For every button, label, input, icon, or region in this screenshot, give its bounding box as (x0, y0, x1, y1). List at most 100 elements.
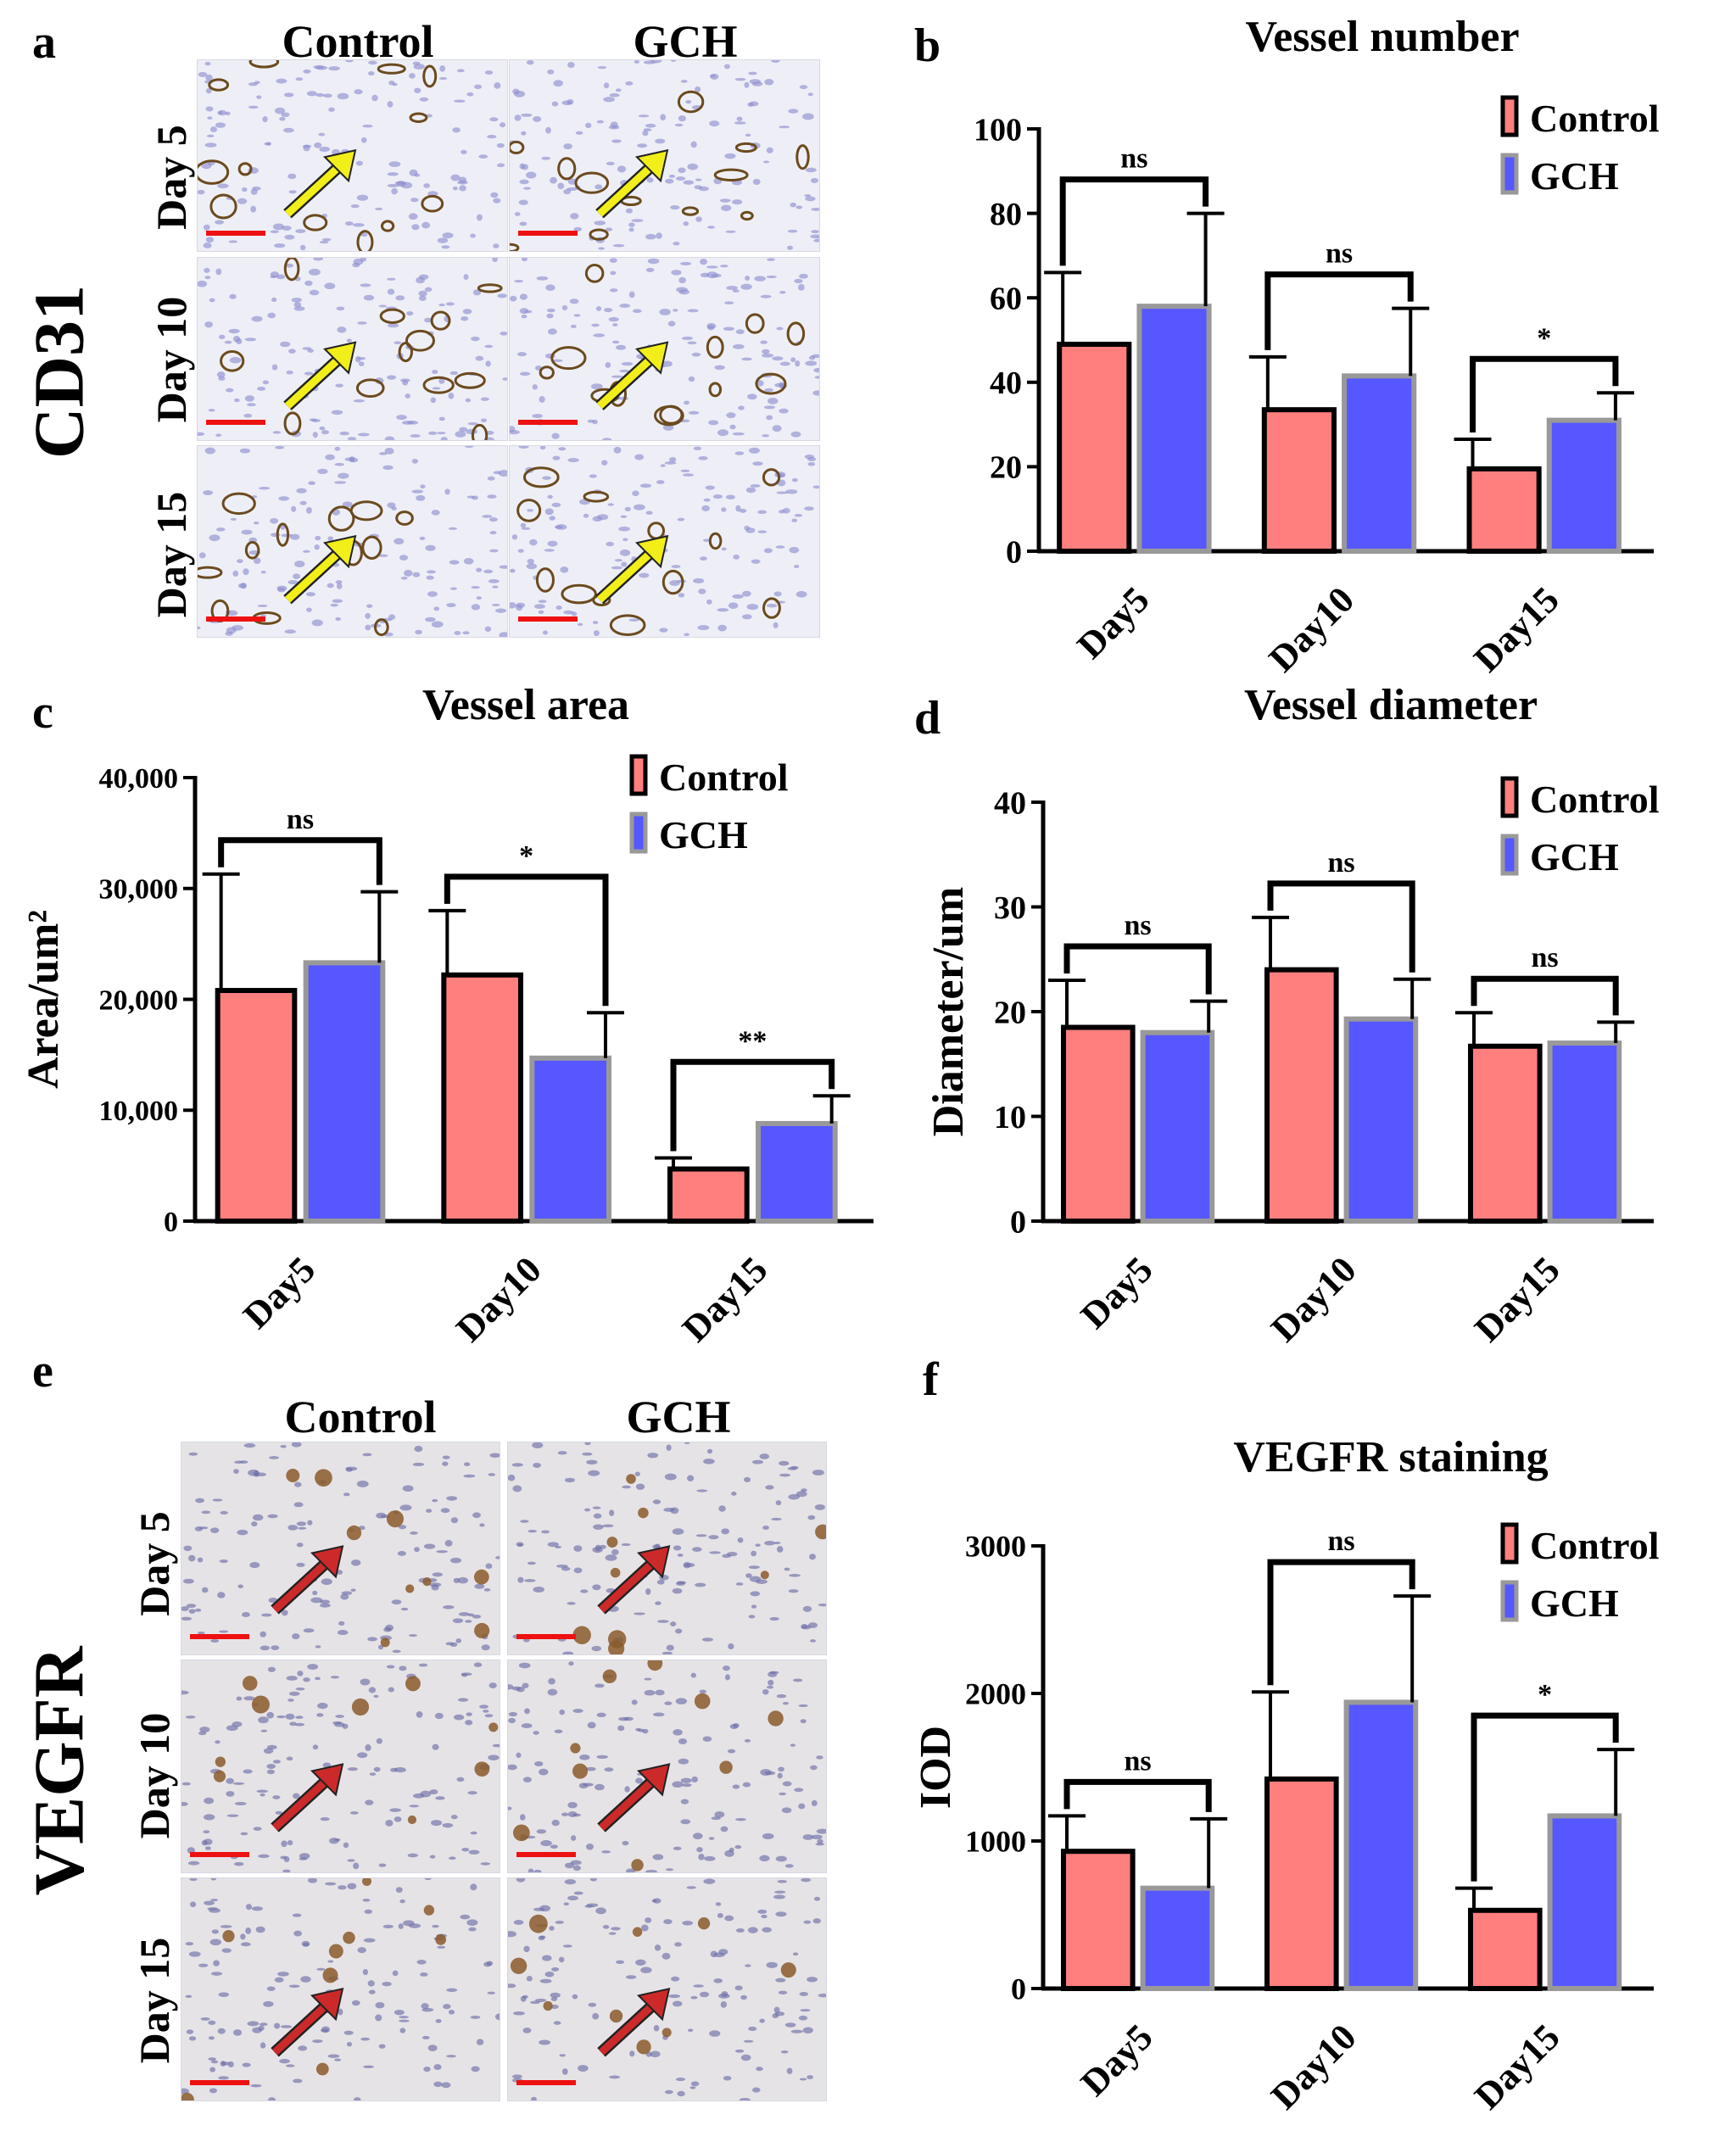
y-tick-label: 3000 (965, 1530, 1026, 1564)
bar-control-day10 (1261, 407, 1337, 555)
y-tick-label: 10 (994, 1100, 1026, 1135)
significance-label: ns (1328, 847, 1355, 879)
significance-label: * (1537, 322, 1551, 354)
significance-bracket (670, 1058, 835, 1152)
legend-label-control: Control (659, 756, 789, 799)
significance-bracket (1264, 271, 1414, 350)
significance-bracket (1267, 1559, 1415, 1686)
bar-control-day5 (1057, 341, 1132, 555)
pointer-arrow-icon (271, 1763, 344, 1833)
bar-gch-day10 (1343, 1016, 1419, 1224)
legend-swatch-gch (1500, 153, 1519, 195)
y-tick-label: 0 (1011, 1972, 1026, 2006)
significance-label: ns (1120, 143, 1147, 175)
panel-label-c: c (32, 686, 53, 739)
bar-gch-day10 (529, 1055, 611, 1224)
pointer-arrow-icon (597, 1763, 671, 1833)
bar-gch-day5 (1140, 1885, 1215, 1991)
cd31-micrograph-gch-0 (509, 59, 820, 252)
scale-bar (190, 1634, 249, 1639)
vegfr-micrograph-control-2 (181, 1877, 500, 2101)
pointer-arrow-icon (595, 148, 669, 219)
cd31-micrograph-gch-2 (509, 445, 820, 638)
bar-gch-day15 (1547, 1040, 1622, 1224)
vegfr-micrograph-control-1 (181, 1660, 500, 1873)
significance-bracket (1471, 1712, 1619, 1882)
panel-label-d: d (914, 692, 941, 745)
x-tick-label: Day10 (1263, 2016, 1364, 2117)
bar-control-day5 (215, 988, 298, 1224)
y-tick-label: 1000 (965, 1825, 1026, 1859)
bar-control-day15 (667, 1166, 750, 1224)
panel-label-e: e (32, 1345, 53, 1397)
y-tick-label: 80 (990, 197, 1022, 232)
pointer-arrow-icon (597, 1545, 671, 1615)
vessel-area-chart: Vessel area Area/um² 0 10,000 20,000 30,000 40… (20, 681, 874, 1350)
bar-control-day15 (1468, 1043, 1543, 1224)
y-axis-label: IOD (912, 1726, 960, 1809)
legend-label-gch: GCH (1530, 1582, 1619, 1625)
bar-gch-day10 (1342, 373, 1417, 554)
legend-label-gch: GCH (1530, 835, 1619, 879)
significance-bracket (1059, 176, 1209, 266)
panel-a-column-control: Control (282, 16, 434, 67)
y-tick-label: 20 (994, 995, 1026, 1030)
y-tick-label: 30,000 (99, 874, 179, 906)
significance-bracket (1063, 1778, 1212, 1812)
y-tick-label: 40 (994, 785, 1026, 821)
scale-bar (190, 1852, 249, 1857)
y-tick-label: 60 (990, 282, 1022, 317)
legend-swatch-gch (629, 812, 648, 854)
significance-label: * (1538, 1679, 1552, 1710)
bar-control-day10 (1264, 967, 1339, 1224)
significance-bracket (444, 873, 609, 1007)
cd31-micrograph-control-1 (197, 257, 508, 441)
pointer-arrow-icon (283, 148, 357, 219)
scale-bar (516, 2080, 576, 2085)
legend-swatch-gch (1500, 834, 1519, 876)
significance-label: ** (738, 1025, 767, 1057)
y-tick-label: 30 (994, 890, 1026, 926)
scale-bar (206, 231, 265, 236)
vegfr-micrograph-gch-0 (507, 1442, 827, 1655)
bar-control-day5 (1061, 1024, 1136, 1224)
legend-swatch-control (1500, 776, 1519, 818)
significance-label: ns (1125, 910, 1152, 941)
panel-label-a: a (32, 16, 56, 69)
pointer-arrow-icon (271, 1987, 344, 2057)
vegfr-micrograph-gch-2 (507, 1877, 827, 2101)
y-tick-label: 0 (1006, 534, 1022, 570)
panel-e-column-control: Control (284, 1392, 437, 1442)
scale-bar (518, 420, 578, 425)
bar-gch-day15 (756, 1120, 838, 1224)
pointer-arrow-icon (597, 1987, 671, 2057)
pointer-arrow-icon (283, 534, 357, 605)
bar-control-day15 (1468, 1907, 1543, 1992)
bar-control-day5 (1061, 1849, 1136, 1991)
panel-label-f: f (923, 1353, 939, 1406)
panel-e-column-gch: GCH (626, 1392, 731, 1442)
legend-label-control: Control (1530, 97, 1660, 140)
significance-bracket (1267, 880, 1415, 973)
significance-bracket (1063, 943, 1212, 995)
significance-label: * (519, 840, 533, 872)
pointer-arrow-icon (595, 341, 669, 410)
vegfr-micrograph-gch-1 (507, 1660, 827, 1873)
legend-label-control: Control (1530, 1524, 1660, 1567)
bar-gch-day5 (303, 960, 386, 1224)
x-tick-label: Day5 (1073, 2016, 1161, 2104)
pointer-arrow-icon (271, 1545, 344, 1615)
y-tick-label: 100 (974, 112, 1022, 148)
scale-bar (518, 616, 578, 622)
significance-label: ns (1532, 942, 1559, 973)
vessel-number-chart: Vessel number020406080100nsDay5nsDay10*D… (974, 13, 1660, 680)
panel-a-column-gch: GCH (633, 16, 738, 67)
scale-bar (190, 2080, 249, 2085)
y-tick-label: 20,000 (99, 985, 179, 1016)
y-tick-label: 0 (164, 1207, 178, 1238)
legend-label-gch: GCH (1530, 154, 1619, 198)
bar-control-day15 (1466, 466, 1542, 555)
y-tick-label: 20 (990, 450, 1022, 486)
legend-label-gch: GCH (659, 813, 748, 856)
vessel-diameter-chart: Vessel diameterDiameter/um010203040nsDay… (924, 681, 1660, 1350)
